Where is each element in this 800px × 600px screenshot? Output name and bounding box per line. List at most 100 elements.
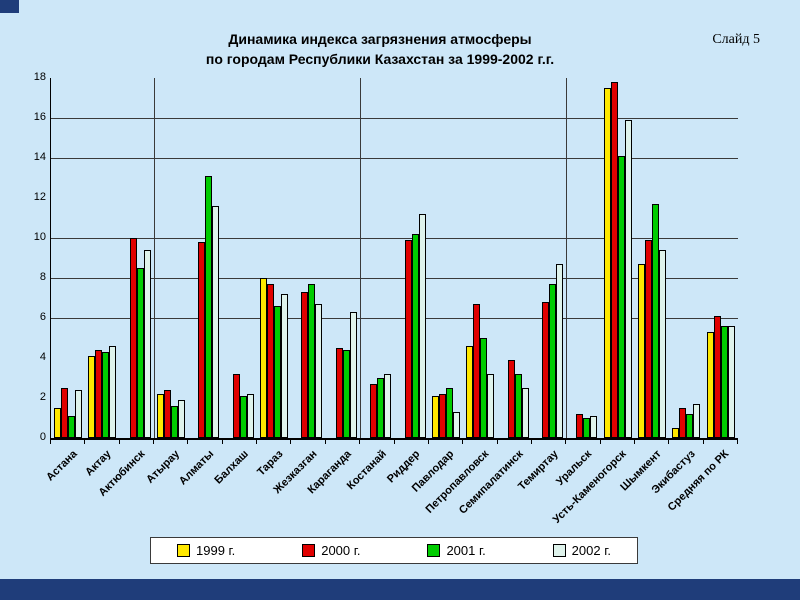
bar bbox=[274, 306, 281, 438]
legend-box: 1999 г. 2000 г. 2001 г. 2002 г. bbox=[150, 537, 638, 564]
bar bbox=[281, 294, 288, 438]
bar bbox=[370, 384, 377, 438]
bar bbox=[625, 120, 632, 438]
y-axis-label: 14 bbox=[33, 151, 46, 163]
bar bbox=[583, 418, 590, 438]
legend-label-2000: 2000 г. bbox=[321, 543, 361, 558]
bottom-accent-bar bbox=[0, 579, 800, 600]
bar bbox=[336, 348, 343, 438]
bar bbox=[233, 374, 240, 438]
y-axis-label: 0 bbox=[39, 431, 46, 443]
bar bbox=[350, 312, 357, 438]
bar bbox=[315, 304, 322, 438]
y-axis-label: 4 bbox=[39, 351, 46, 363]
bar bbox=[205, 176, 212, 438]
x-axis-label: Актау bbox=[83, 448, 114, 479]
bar bbox=[542, 302, 549, 438]
bar bbox=[308, 284, 315, 438]
x-axis-label: Астана bbox=[43, 448, 80, 484]
x-axis-tick bbox=[187, 440, 188, 444]
x-axis-tick bbox=[153, 440, 154, 444]
x-axis-tick bbox=[119, 440, 120, 444]
bar bbox=[707, 332, 714, 438]
bar bbox=[212, 206, 219, 438]
bar bbox=[198, 242, 205, 438]
x-axis-tick bbox=[394, 440, 395, 444]
bar bbox=[171, 406, 178, 438]
category-separator-line bbox=[360, 78, 361, 438]
bar bbox=[549, 284, 556, 438]
bar bbox=[659, 250, 666, 438]
x-axis-tick bbox=[290, 440, 291, 444]
bar bbox=[405, 240, 412, 438]
bar bbox=[377, 378, 384, 438]
bar bbox=[75, 390, 82, 438]
bar bbox=[638, 264, 645, 438]
bar bbox=[439, 394, 446, 438]
x-axis-tick bbox=[462, 440, 463, 444]
x-axis-tick bbox=[325, 440, 326, 444]
legend-entry-1999: 1999 г. bbox=[177, 543, 235, 558]
x-axis-tick bbox=[359, 440, 360, 444]
bar bbox=[480, 338, 487, 438]
bar bbox=[137, 268, 144, 438]
x-axis-label: Семипалатинск bbox=[456, 448, 526, 517]
x-axis-tick bbox=[703, 440, 704, 444]
y-gridline bbox=[51, 118, 738, 119]
bar bbox=[693, 404, 700, 438]
y-axis-label: 12 bbox=[33, 191, 46, 203]
bar bbox=[178, 400, 185, 438]
bar bbox=[466, 346, 473, 438]
y-gridline bbox=[51, 158, 738, 159]
slide-title-line1: Динамика индекса загрязнения атмосферы bbox=[228, 31, 532, 47]
x-axis-tick bbox=[84, 440, 85, 444]
x-axis-label: Алматы bbox=[177, 448, 217, 488]
bar bbox=[508, 360, 515, 438]
bar bbox=[343, 350, 350, 438]
bar bbox=[576, 414, 583, 438]
x-axis-tick bbox=[531, 440, 532, 444]
category-separator-line bbox=[154, 78, 155, 438]
legend-swatch-1999 bbox=[177, 544, 190, 557]
y-gridline bbox=[51, 238, 738, 239]
x-axis-label: Тараз bbox=[255, 448, 286, 479]
category-separator-line bbox=[566, 78, 567, 438]
bar bbox=[301, 292, 308, 438]
bar bbox=[247, 394, 254, 438]
x-axis-tick bbox=[256, 440, 257, 444]
bar bbox=[130, 238, 137, 438]
bar bbox=[515, 374, 522, 438]
bar bbox=[672, 428, 679, 438]
x-axis-tick bbox=[737, 440, 738, 444]
bar bbox=[240, 396, 247, 438]
bar bbox=[590, 416, 597, 438]
bar bbox=[645, 240, 652, 438]
bar bbox=[419, 214, 426, 438]
bar bbox=[260, 278, 267, 438]
x-axis-label: Средняя по РК bbox=[665, 448, 732, 514]
bar bbox=[164, 390, 171, 438]
y-axis-label: 10 bbox=[33, 231, 46, 243]
y-axis-label: 8 bbox=[39, 271, 46, 283]
x-axis-label: Атырау bbox=[144, 448, 183, 486]
bar bbox=[68, 416, 75, 438]
corner-decor-rect bbox=[0, 0, 19, 13]
bar bbox=[618, 156, 625, 438]
bar bbox=[109, 346, 116, 438]
x-axis-tick bbox=[600, 440, 601, 444]
x-axis-tick bbox=[634, 440, 635, 444]
bar bbox=[652, 204, 659, 438]
bar bbox=[686, 414, 693, 438]
x-axis-tick bbox=[668, 440, 669, 444]
y-axis-label: 18 bbox=[33, 71, 46, 83]
bar bbox=[487, 374, 494, 438]
slide-number-label: Слайд 5 bbox=[712, 32, 760, 47]
bar bbox=[728, 326, 735, 438]
bar bbox=[144, 250, 151, 438]
bar bbox=[384, 374, 391, 438]
bar bbox=[88, 356, 95, 438]
y-axis-label: 6 bbox=[39, 311, 46, 323]
x-axis-tick bbox=[565, 440, 566, 444]
legend-entry-2001: 2001 г. bbox=[427, 543, 486, 558]
bar bbox=[61, 388, 68, 438]
